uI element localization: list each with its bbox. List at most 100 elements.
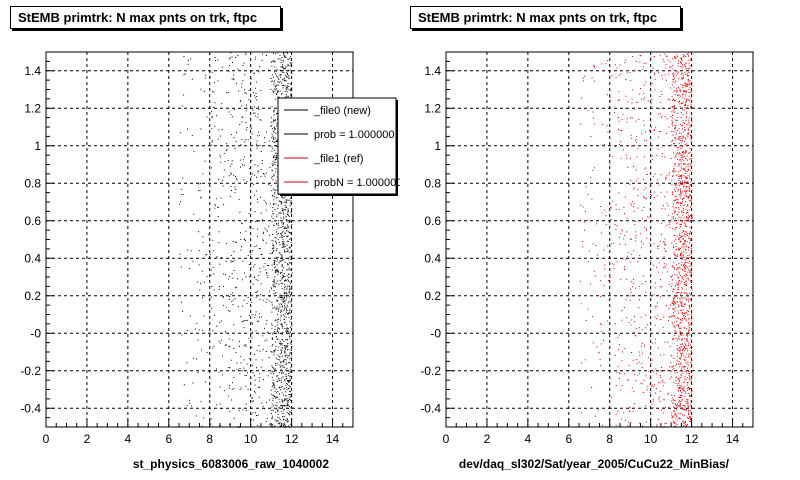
- scatter-point: [259, 66, 261, 68]
- scatter-point: [685, 113, 687, 114]
- scatter-point: [279, 328, 280, 330]
- scatter-point: [686, 195, 688, 197]
- scatter-point: [235, 352, 237, 353]
- scatter-point: [609, 96, 611, 98]
- scatter-point: [199, 189, 201, 191]
- scatter-point: [684, 126, 685, 128]
- scatter-point: [684, 223, 686, 225]
- scatter-point: [250, 339, 252, 341]
- scatter-point: [690, 103, 692, 105]
- scatter-point: [672, 121, 674, 123]
- scatter-point: [259, 317, 260, 319]
- scatter-point: [680, 301, 682, 303]
- scatter-point: [283, 53, 285, 55]
- scatter-point: [684, 425, 686, 427]
- scatter-point: [246, 104, 247, 106]
- scatter-point: [601, 63, 603, 65]
- scatter-point: [623, 307, 625, 309]
- scatter-point: [254, 174, 256, 176]
- scatter-point: [277, 96, 279, 98]
- scatter-point: [671, 106, 673, 108]
- scatter-point: [255, 97, 257, 99]
- scatter-point: [249, 226, 251, 228]
- scatter-point: [615, 229, 617, 230]
- scatter-point: [659, 101, 661, 103]
- scatter-point: [275, 156, 277, 158]
- scatter-point: [670, 276, 672, 278]
- scatter-point: [273, 213, 275, 215]
- scatter-point: [288, 355, 290, 357]
- scatter-point: [690, 139, 692, 141]
- scatter-point: [683, 163, 684, 165]
- scatter-point: [690, 57, 692, 59]
- scatter-point: [686, 402, 688, 404]
- scatter-point: [221, 408, 223, 410]
- scatter-point: [684, 190, 686, 192]
- scatter-point: [686, 195, 688, 197]
- scatter-point: [284, 321, 286, 323]
- scatter-point: [677, 163, 679, 165]
- scatter-point: [275, 203, 277, 205]
- scatter-point: [671, 315, 673, 317]
- scatter-point: [244, 272, 245, 274]
- scatter-point: [687, 196, 689, 198]
- scatter-point: [217, 206, 219, 208]
- scatter-point: [287, 404, 289, 406]
- scatter-point: [266, 417, 268, 419]
- scatter-point: [615, 425, 617, 426]
- scatter-point: [201, 329, 203, 331]
- scatter-point: [276, 113, 278, 115]
- scatter-point: [680, 321, 682, 323]
- scatter-point: [279, 76, 281, 78]
- scatter-point: [647, 216, 649, 218]
- scatter-point: [269, 295, 271, 297]
- scatter-point: [274, 368, 276, 370]
- scatter-point: [279, 421, 281, 423]
- scatter-point: [279, 211, 281, 213]
- scatter-point: [680, 102, 682, 104]
- scatter-point: [668, 70, 670, 72]
- scatter-point: [661, 367, 662, 368]
- scatter-point: [288, 220, 290, 222]
- scatter-point: [271, 417, 273, 419]
- scatter-point: [679, 205, 681, 207]
- scatter-point: [273, 278, 275, 280]
- scatter-point: [673, 106, 675, 108]
- scatter-point: [681, 304, 683, 306]
- scatter-point: [290, 399, 291, 401]
- scatter-point: [272, 240, 274, 242]
- scatter-point: [686, 134, 688, 136]
- scatter-point: [688, 318, 690, 320]
- scatter-point: [211, 144, 213, 146]
- scatter-point: [254, 95, 256, 97]
- scatter-point: [291, 400, 293, 402]
- scatter-point: [674, 335, 676, 337]
- scatter-point: [679, 394, 681, 396]
- scatter-point: [284, 315, 286, 317]
- scatter-point: [673, 312, 674, 314]
- scatter-point: [676, 199, 678, 200]
- scatter-point: [241, 222, 242, 224]
- scatter-point: [683, 350, 685, 352]
- scatter-point: [686, 145, 688, 147]
- scatter-point: [601, 324, 603, 326]
- y-tick-label: 1: [434, 139, 441, 153]
- scatter-point: [278, 194, 280, 196]
- scatter-point: [651, 359, 653, 361]
- scatter-point: [679, 202, 681, 204]
- scatter-point: [284, 387, 286, 389]
- scatter-point: [690, 91, 692, 93]
- scatter-point: [682, 137, 684, 139]
- scatter-point: [631, 204, 633, 206]
- scatter-point: [275, 241, 277, 243]
- scatter-point: [674, 274, 676, 276]
- scatter-point: [677, 355, 679, 357]
- scatter-point: [279, 244, 281, 245]
- chart-title: StEMB primtrk: N max pnts on trk, ftpc: [10, 6, 281, 29]
- scatter-point: [240, 166, 241, 168]
- scatter-point: [604, 144, 606, 146]
- scatter-point: [241, 116, 243, 118]
- scatter-point: [230, 172, 232, 174]
- scatter-point: [682, 85, 684, 87]
- scatter-point: [287, 349, 289, 350]
